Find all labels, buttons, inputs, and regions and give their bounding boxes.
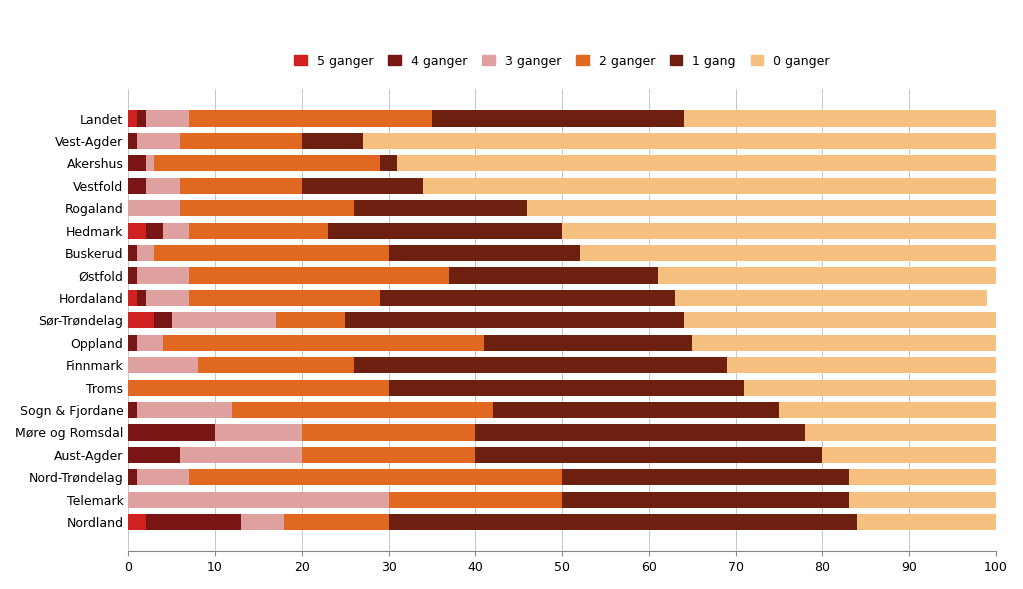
Bar bbox=[476, 425, 805, 441]
Bar bbox=[128, 492, 389, 508]
Bar bbox=[163, 335, 484, 351]
Bar bbox=[128, 402, 137, 418]
Bar bbox=[528, 200, 996, 216]
Bar bbox=[189, 223, 327, 239]
Bar bbox=[128, 178, 145, 194]
Bar bbox=[683, 110, 996, 127]
Bar bbox=[180, 447, 302, 463]
Bar bbox=[145, 155, 154, 171]
Bar bbox=[284, 514, 389, 530]
Bar bbox=[145, 223, 163, 239]
Legend: 5 ganger, 4 ganger, 3 ganger, 2 ganger, 1 gang, 0 ganger: 5 ganger, 4 ganger, 3 ganger, 2 ganger, … bbox=[290, 49, 835, 72]
Bar bbox=[154, 155, 380, 171]
Bar bbox=[145, 514, 241, 530]
Bar bbox=[197, 357, 354, 373]
Bar bbox=[579, 245, 996, 261]
Bar bbox=[180, 133, 302, 149]
Bar bbox=[354, 357, 727, 373]
Bar bbox=[189, 469, 563, 485]
Bar bbox=[563, 223, 996, 239]
Bar bbox=[145, 290, 189, 306]
Bar bbox=[354, 200, 528, 216]
Bar bbox=[424, 178, 996, 194]
Bar bbox=[302, 133, 362, 149]
Bar bbox=[805, 425, 996, 441]
Bar bbox=[128, 514, 145, 530]
Bar bbox=[128, 447, 180, 463]
Bar bbox=[563, 492, 848, 508]
Bar bbox=[727, 357, 996, 373]
Bar bbox=[449, 267, 658, 283]
Bar bbox=[232, 402, 493, 418]
Bar bbox=[128, 290, 137, 306]
Bar bbox=[345, 312, 683, 329]
Bar bbox=[563, 469, 848, 485]
Bar bbox=[848, 469, 996, 485]
Bar bbox=[189, 110, 432, 127]
Bar bbox=[128, 155, 145, 171]
Bar bbox=[380, 155, 397, 171]
Bar bbox=[857, 514, 996, 530]
Bar bbox=[215, 425, 302, 441]
Bar bbox=[145, 178, 180, 194]
Bar bbox=[128, 133, 137, 149]
Bar bbox=[128, 200, 180, 216]
Bar bbox=[154, 245, 389, 261]
Bar bbox=[848, 492, 996, 508]
Bar bbox=[241, 514, 284, 530]
Bar bbox=[137, 267, 189, 283]
Bar bbox=[693, 335, 996, 351]
Bar bbox=[145, 110, 189, 127]
Bar bbox=[389, 245, 579, 261]
Bar bbox=[128, 469, 137, 485]
Bar bbox=[180, 178, 302, 194]
Bar bbox=[137, 469, 189, 485]
Bar bbox=[432, 110, 683, 127]
Bar bbox=[128, 267, 137, 283]
Bar bbox=[189, 267, 449, 283]
Bar bbox=[476, 447, 822, 463]
Bar bbox=[128, 245, 137, 261]
Bar bbox=[822, 447, 996, 463]
Bar bbox=[276, 312, 345, 329]
Bar bbox=[137, 402, 232, 418]
Bar bbox=[380, 290, 675, 306]
Bar bbox=[302, 178, 424, 194]
Bar bbox=[327, 223, 563, 239]
Bar bbox=[128, 425, 215, 441]
Bar bbox=[154, 312, 172, 329]
Bar bbox=[389, 514, 857, 530]
Bar bbox=[493, 402, 780, 418]
Bar bbox=[128, 357, 197, 373]
Bar bbox=[172, 312, 276, 329]
Bar bbox=[137, 290, 145, 306]
Bar bbox=[745, 379, 996, 396]
Bar bbox=[128, 379, 389, 396]
Bar bbox=[189, 290, 380, 306]
Bar bbox=[397, 155, 996, 171]
Bar bbox=[389, 492, 563, 508]
Bar bbox=[128, 335, 137, 351]
Bar bbox=[128, 110, 137, 127]
Bar bbox=[302, 447, 476, 463]
Bar bbox=[128, 223, 145, 239]
Bar bbox=[163, 223, 189, 239]
Bar bbox=[137, 133, 180, 149]
Bar bbox=[128, 312, 154, 329]
Bar bbox=[484, 335, 693, 351]
Bar bbox=[137, 245, 154, 261]
Bar bbox=[180, 200, 354, 216]
Bar bbox=[683, 312, 996, 329]
Bar bbox=[302, 425, 476, 441]
Bar bbox=[137, 110, 145, 127]
Bar bbox=[658, 267, 996, 283]
Bar bbox=[389, 379, 745, 396]
Bar bbox=[780, 402, 996, 418]
Bar bbox=[362, 133, 996, 149]
Bar bbox=[137, 335, 163, 351]
Bar bbox=[675, 290, 987, 306]
